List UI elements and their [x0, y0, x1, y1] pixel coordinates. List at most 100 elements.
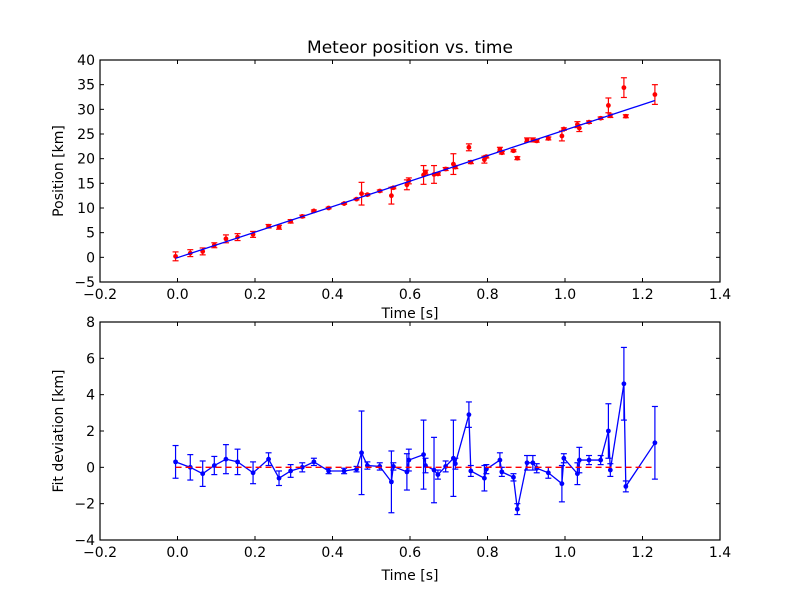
deviation-y-axis-label: Fit deviation [km] [51, 369, 67, 492]
data-marker [359, 450, 364, 456]
data-marker [389, 479, 394, 485]
data-marker [288, 468, 294, 474]
deviation-x-tick-label: 0.2 [244, 545, 266, 561]
residual-point [605, 403, 612, 459]
deviation-x-tick-label: 0.6 [399, 545, 421, 561]
position-y-tick-label: 35 [77, 78, 95, 94]
data-marker [406, 457, 412, 463]
data-marker [466, 412, 472, 418]
data-marker [173, 459, 178, 465]
position-y-tick-label: 25 [77, 127, 95, 143]
data-marker [326, 468, 332, 474]
position-x-tick-label: 1.4 [709, 287, 731, 303]
residual-line [175, 383, 656, 510]
position-y-tick-label: 20 [77, 152, 95, 168]
residual-point [222, 444, 229, 475]
deviation-ticks: −0.2 0.0 0.2 0.4 0.6 0.8 1.0 1.2 1.4 −4 −2 0 2 4 6 8 [74, 315, 731, 561]
data-marker [223, 456, 229, 462]
deviation-x-tick-label: 0.4 [321, 545, 343, 561]
residual-point [586, 454, 593, 466]
residual-point [434, 469, 441, 480]
position-x-tick-label: −0.2 [83, 287, 117, 303]
deviation-y-tick-label: −4 [74, 533, 95, 549]
residual-point [622, 480, 629, 493]
data-marker [576, 457, 582, 463]
residual-point [465, 401, 472, 428]
data-marker [468, 468, 474, 474]
data-marker [607, 467, 613, 473]
deviation-x-tick-label: −0.2 [83, 545, 117, 561]
deviation-x-tick-label: 1.4 [709, 545, 731, 561]
data-marker [621, 85, 627, 91]
chart-title: Meteor position vs. time [307, 38, 513, 58]
data-marker [431, 467, 437, 473]
data-marker [524, 460, 530, 466]
deviation-x-axis-label: Time [s] [381, 568, 439, 584]
position-point [358, 181, 365, 206]
position-x-axis-label: Time [s] [381, 306, 439, 322]
data-marker [452, 461, 458, 467]
position-point [422, 169, 429, 175]
data-marker [545, 136, 551, 141]
residual-point [390, 462, 397, 471]
data-marker [514, 155, 520, 161]
data-marker [200, 471, 206, 477]
position-y-tick-label: 10 [77, 201, 95, 217]
data-marker [559, 133, 565, 139]
residual-point [234, 448, 241, 476]
position-y-tick-label: 40 [77, 53, 95, 69]
data-marker [524, 137, 530, 143]
deviation-y-tick-label: 8 [86, 315, 95, 331]
data-marker [276, 475, 282, 481]
deviation-panel: −0.2 0.0 0.2 0.4 0.6 0.8 1.0 1.2 1.4 −4 −2 0 2 4 6 8 Ti… [51, 315, 731, 584]
data-marker [341, 468, 347, 474]
position-point [514, 155, 521, 161]
residual-point [510, 473, 517, 482]
residual-point [250, 461, 257, 485]
position-x-tick-label: 0.2 [244, 287, 266, 303]
data-marker [586, 457, 592, 463]
residual-point [431, 436, 438, 504]
residual-point [341, 467, 348, 475]
data-marker [598, 457, 604, 463]
residual-point [597, 454, 604, 466]
position-point [545, 136, 552, 141]
residual-point [558, 464, 565, 503]
residual-point [276, 470, 283, 487]
position-point [605, 97, 612, 114]
deviation-x-tick-label: 0.0 [166, 545, 188, 561]
data-marker [311, 459, 317, 465]
deviation-y-tick-label: 0 [86, 460, 95, 476]
data-marker [466, 144, 472, 150]
data-marker [606, 428, 611, 434]
position-y-tick-label: 15 [77, 176, 95, 192]
residual-point [299, 462, 306, 473]
data-marker [377, 464, 383, 469]
position-ticks: −0.2 0.0 0.2 0.4 0.6 0.8 1.0 1.2 1.4 −5 0 5 10 15 20 25… [74, 53, 731, 303]
deviation-x-tick-label: 1.0 [554, 545, 576, 561]
position-point [510, 148, 517, 154]
data-marker [623, 484, 629, 489]
position-y-tick-label: −5 [74, 275, 95, 291]
data-marker [511, 474, 516, 480]
data-marker [211, 463, 217, 468]
data-marker [606, 102, 611, 108]
data-marker [545, 470, 551, 476]
position-point [622, 113, 629, 119]
position-x-tick-label: 0.6 [399, 287, 421, 303]
residual-point [620, 346, 627, 421]
position-point [450, 153, 457, 176]
position-point [620, 77, 627, 99]
residual-point [452, 457, 459, 470]
data-marker [223, 236, 229, 242]
position-y-tick-label: 5 [86, 226, 95, 242]
residual-point [388, 450, 395, 514]
position-x-tick-label: 1.0 [554, 287, 576, 303]
residual-point [560, 453, 567, 464]
residual-point [353, 465, 360, 473]
position-point [465, 143, 472, 152]
data-marker [561, 455, 567, 461]
position-plot-area [172, 77, 658, 262]
